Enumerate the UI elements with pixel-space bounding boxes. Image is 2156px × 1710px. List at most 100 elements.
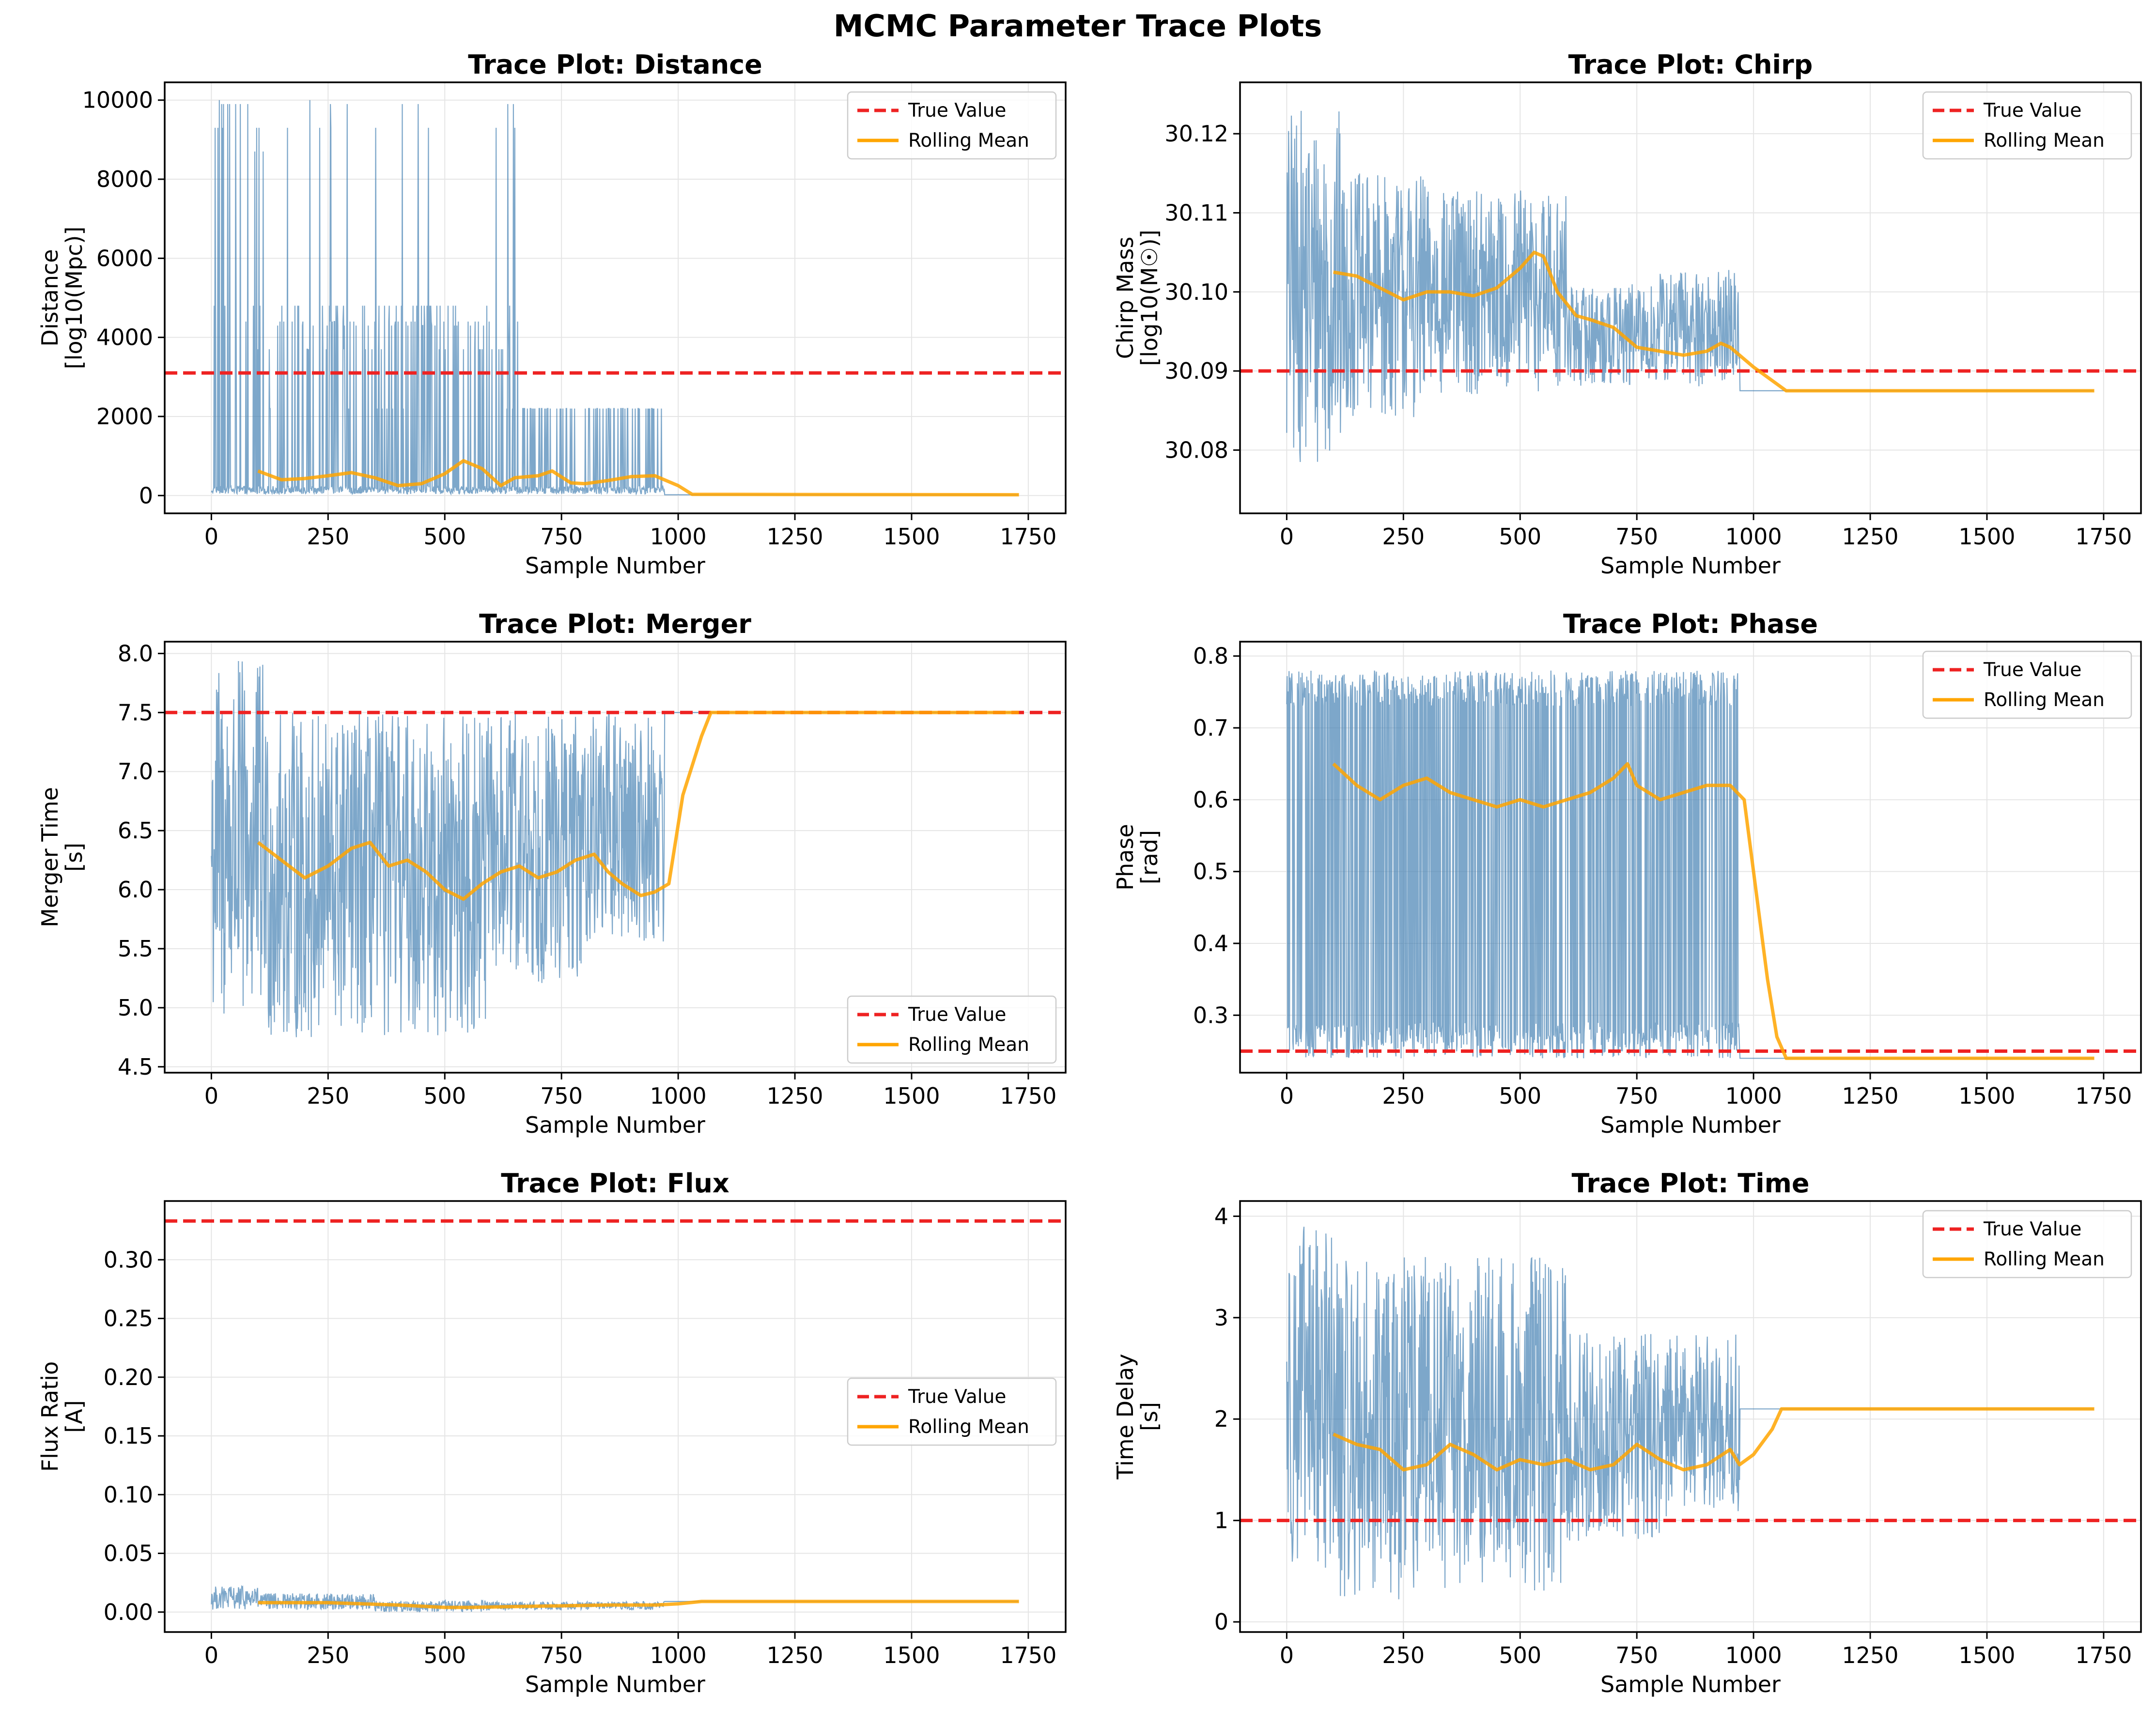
x-tick-label: 500 — [1499, 1083, 1541, 1109]
x-tick-label: 250 — [307, 1083, 349, 1109]
y-tick-label: 7.0 — [118, 758, 153, 785]
legend-label-rolling-mean: Rolling Mean — [908, 130, 1029, 152]
subplot-title: Trace Plot: Flux — [501, 1168, 729, 1199]
plot-area — [165, 661, 1066, 1037]
legend: True Value Rolling Mean — [847, 995, 1057, 1064]
legend: True Value Rolling Mean — [1922, 1210, 2132, 1279]
y-tick-label: 0.4 — [1193, 930, 1228, 956]
axes-frame — [164, 81, 1067, 514]
y-tick-label: 1 — [1214, 1508, 1228, 1534]
legend-label-rolling-mean: Rolling Mean — [1984, 1248, 2105, 1270]
x-tick-label: 1000 — [1725, 1083, 1782, 1109]
x-axis-label: Sample Number — [525, 1112, 705, 1138]
rolling-mean-line — [258, 1600, 1019, 1609]
x-tick-label: 750 — [540, 1642, 583, 1668]
y-axis-label-unit: [A] — [61, 1400, 87, 1433]
legend-box — [1922, 650, 2132, 719]
legend-label-true-value: True Value — [908, 1004, 1006, 1026]
y-tick-label: 0 — [139, 482, 153, 508]
x-tick-label: 1750 — [1000, 524, 1056, 550]
legend: True Value Rolling Mean — [847, 1377, 1057, 1446]
legend: True Value Rolling Mean — [847, 91, 1057, 160]
y-axis-label-unit: [rad] — [1136, 830, 1163, 884]
x-tick-label: 500 — [423, 1642, 466, 1668]
x-tick-label: 0 — [204, 1083, 218, 1109]
x-tick-label: 1250 — [766, 524, 823, 550]
legend-box — [847, 91, 1057, 160]
legend-label-true-value: True Value — [1983, 1218, 2081, 1240]
y-tick-label: 0.20 — [104, 1364, 153, 1390]
x-tick-label: 1500 — [1958, 524, 2015, 550]
y-tick-label: 0.5 — [1193, 859, 1228, 885]
x-tick-label: 0 — [1280, 1083, 1294, 1109]
x-axis-label: Sample Number — [525, 553, 705, 579]
y-tick-label: 30.08 — [1164, 437, 1228, 463]
x-tick-label: 750 — [540, 524, 583, 550]
x-tick-label: 0 — [204, 524, 218, 550]
axes-frame — [1239, 1200, 2142, 1633]
x-tick-label: 1000 — [650, 524, 707, 550]
rolling-mean-line — [1333, 1407, 2094, 1472]
legend-label-rolling-mean: Rolling Mean — [1984, 689, 2105, 711]
y-tick-label: 0.30 — [104, 1247, 153, 1273]
rolling-mean-line — [257, 710, 1019, 901]
x-tick-label: 1250 — [1842, 1083, 1898, 1109]
x-axis-label: Sample Number — [1600, 1112, 1781, 1138]
legend-label-true-value: True Value — [908, 100, 1006, 122]
x-tick-label: 1250 — [1842, 1642, 1898, 1668]
y-tick-label: 10000 — [82, 87, 153, 113]
y-axis-label-line: Chirp Mass — [1112, 237, 1138, 359]
legend-label-rolling-mean: Rolling Mean — [908, 1416, 1029, 1438]
y-tick-label: 0.6 — [1193, 786, 1228, 813]
x-tick-label: 750 — [1615, 524, 1658, 550]
y-tick-label: 7.5 — [118, 699, 153, 725]
plot-area — [165, 1219, 1066, 1613]
grid — [165, 1201, 1066, 1632]
y-tick-label: 30.10 — [1164, 279, 1228, 305]
y-tick-label: 5.5 — [118, 936, 153, 962]
y-axis-label: Time Delay[s] — [1112, 1354, 1163, 1479]
legend-label-true-value: True Value — [908, 1386, 1006, 1408]
y-tick-label: 0.8 — [1193, 643, 1228, 669]
y-tick-label: 30.12 — [1164, 121, 1228, 147]
subplot-title: Trace Plot: Merger — [479, 609, 751, 639]
subplot-title: Trace Plot: Phase — [1563, 609, 1818, 639]
x-tick-label: 250 — [307, 1642, 349, 1668]
figure-title: MCMC Parameter Trace Plots — [834, 8, 1322, 44]
y-axis-label-line: Time Delay — [1112, 1354, 1138, 1479]
subplot-title: Trace Plot: Distance — [468, 49, 762, 80]
legend-box — [1922, 91, 2132, 160]
x-tick-label: 500 — [423, 524, 466, 550]
y-tick-label: 0.15 — [104, 1423, 153, 1449]
rolling-mean-line — [1333, 250, 2094, 393]
x-tick-label: 1750 — [1000, 1083, 1056, 1109]
subplot-4: Trace Plot: Phase 0 250 500 750 1000 1250 1500 1… — [1112, 609, 2142, 1138]
y-axis-label-unit: [log10(M☉)] — [1136, 230, 1163, 366]
y-tick-label: 30.09 — [1164, 358, 1228, 384]
x-axis-label: Sample Number — [1600, 553, 1781, 579]
y-axis-label: Chirp Mass[log10(M☉)] — [1112, 230, 1163, 366]
x-tick-label: 1750 — [1000, 1642, 1056, 1668]
y-tick-label: 8.0 — [118, 640, 153, 666]
y-tick-label: 2000 — [96, 403, 153, 430]
y-axis-label-unit: [log10(Mpc)] — [61, 227, 87, 370]
y-axis-label: Phase[rad] — [1112, 824, 1163, 890]
legend-label-true-value: True Value — [1983, 100, 2081, 122]
x-tick-label: 1750 — [2075, 1083, 2132, 1109]
plot-area — [1240, 1226, 2141, 1600]
x-tick-label: 1750 — [2075, 1642, 2132, 1668]
y-axis-label-unit: [s] — [61, 843, 87, 872]
plot-area — [1240, 110, 2141, 462]
axes-frame — [1239, 641, 2142, 1074]
subplot-title: Trace Plot: Time — [1571, 1168, 1809, 1199]
axes-frame — [164, 641, 1067, 1074]
legend: True Value Rolling Mean — [1922, 650, 2132, 719]
rolling-mean-line — [257, 459, 1019, 497]
x-tick-label: 1000 — [1725, 1642, 1782, 1668]
y-tick-label: 6000 — [96, 245, 153, 271]
x-tick-label: 1000 — [1725, 524, 1782, 550]
x-tick-label: 1500 — [883, 524, 940, 550]
legend: True Value Rolling Mean — [1922, 91, 2132, 160]
